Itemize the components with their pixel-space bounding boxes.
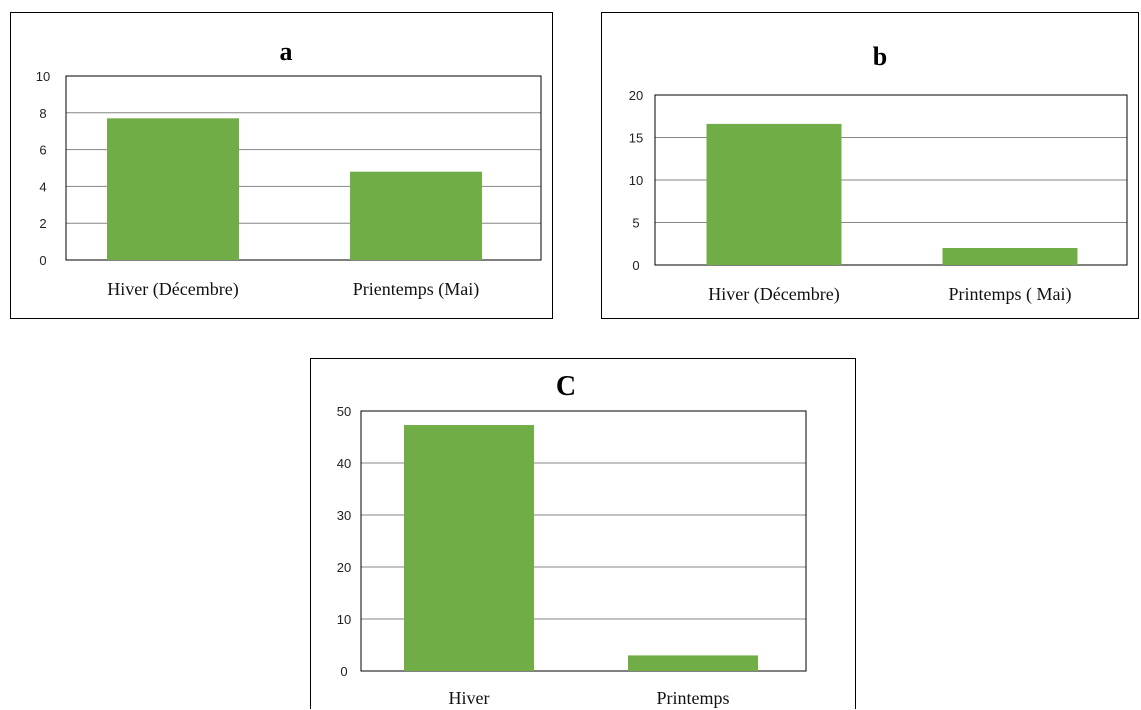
- chart-a-bar-2: [350, 171, 482, 260]
- chart-b-y-tick-label: 10: [629, 173, 643, 188]
- chart-c-y-tick-label: 50: [337, 404, 351, 419]
- chart-b-category-label: Hiver (Décembre): [708, 284, 839, 305]
- chart-b-y-tick-label: 15: [629, 131, 643, 146]
- chart-b-y-tick-label: 0: [632, 258, 639, 273]
- chart-b-svg: b 0 5 10 15 20 Hiver (Décembre) Printemps ( Mai…: [629, 42, 1128, 305]
- chart-c-bar-2: [628, 655, 758, 671]
- chart-c-bar-1: [404, 425, 534, 671]
- chart-b-y-tick-label: 5: [632, 216, 639, 231]
- chart-a-y-tick-label: 6: [39, 143, 46, 158]
- chart-c: C 0 10 20 30 40 50 Hiver Printemps: [310, 358, 856, 709]
- chart-c-y-tick-label: 30: [337, 508, 351, 523]
- chart-b-y-tick-label: 20: [629, 88, 643, 103]
- chart-b-bar-1: [706, 123, 842, 266]
- chart-a-y-tick-label: 2: [39, 216, 46, 231]
- chart-c-y-tick-label: 40: [337, 456, 351, 471]
- chart-c-y-tick-label: 10: [337, 612, 351, 627]
- chart-c-title: C: [556, 371, 576, 402]
- chart-a-y-tick-label: 4: [39, 179, 46, 194]
- chart-c-y-tick-label: 20: [337, 560, 351, 575]
- chart-a-bar-1: [107, 118, 239, 260]
- chart-b-category-label: Printemps ( Mai): [949, 284, 1072, 305]
- chart-a: a 0 2 4 6 8 10 Hiver (Décembre) Prientemps (Mai): [10, 12, 553, 319]
- chart-a-y-tick-label: 8: [39, 106, 46, 121]
- chart-a-plot-area: [65, 75, 542, 261]
- chart-c-svg: C 0 10 20 30 40 50 Hiver Printemps: [337, 371, 807, 708]
- chart-a-category-label: Prientemps (Mai): [353, 279, 479, 300]
- chart-a-category-label: Hiver (Décembre): [107, 279, 238, 300]
- chart-a-y-tick-label: 0: [39, 253, 46, 268]
- chart-b: b 0 5 10 15 20 Hiver (Décembre) Printemps ( Mai…: [601, 12, 1139, 319]
- chart-c-plot-area: [360, 410, 807, 672]
- chart-c-category-label: Printemps: [656, 688, 729, 708]
- chart-b-bar-2: [942, 248, 1078, 265]
- chart-c-y-tick-label: 0: [340, 664, 347, 679]
- chart-b-plot-area: [654, 94, 1128, 266]
- chart-c-category-label: Hiver: [449, 688, 490, 708]
- chart-a-y-tick-label: 10: [36, 69, 50, 84]
- chart-a-svg: a 0 2 4 6 8 10 Hiver (Décembre) Prientemps (Mai): [36, 37, 542, 300]
- chart-a-title: a: [280, 37, 293, 66]
- chart-b-title: b: [873, 42, 887, 71]
